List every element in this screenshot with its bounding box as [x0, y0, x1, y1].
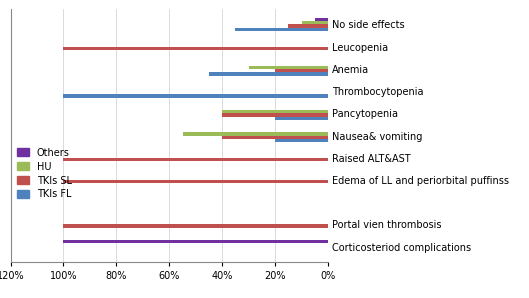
Bar	[275, 69, 328, 72]
Bar	[183, 132, 328, 136]
Legend: Others, HU, TKIs SL, TKIs FL: Others, HU, TKIs SL, TKIs FL	[15, 146, 74, 201]
Bar	[315, 18, 328, 21]
Bar	[63, 47, 328, 50]
Bar	[63, 180, 328, 183]
Bar	[63, 94, 328, 98]
Bar	[288, 24, 328, 28]
Bar	[222, 113, 328, 117]
Bar	[63, 224, 328, 228]
Bar	[209, 72, 328, 76]
Bar	[249, 66, 328, 69]
Bar	[222, 110, 328, 113]
Bar	[275, 117, 328, 120]
Bar	[302, 21, 328, 24]
Bar	[275, 139, 328, 142]
Bar	[235, 28, 328, 31]
Bar	[63, 158, 328, 161]
Bar	[222, 136, 328, 139]
Bar	[63, 240, 328, 243]
